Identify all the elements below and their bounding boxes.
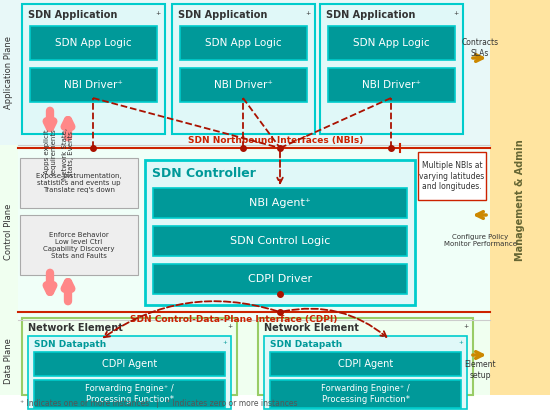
Text: CDPI Agent: CDPI Agent (102, 359, 157, 369)
Text: CDPI Driver: CDPI Driver (248, 274, 312, 284)
Bar (270, 352, 461, 376)
Bar (20, 215, 138, 275)
Text: SDN Application: SDN Application (28, 10, 117, 20)
Text: Network Element: Network Element (264, 323, 359, 333)
Text: SDN Application: SDN Application (178, 10, 267, 20)
Text: NBI Driver⁺: NBI Driver⁺ (64, 80, 123, 90)
Bar (145, 160, 415, 305)
Text: NBI Driver⁺: NBI Driver⁺ (214, 80, 273, 90)
Text: SDN Control Logic: SDN Control Logic (230, 236, 330, 246)
Text: CDPI Agent: CDPI Agent (338, 359, 393, 369)
Bar (320, 4, 463, 134)
Text: Control Plane: Control Plane (4, 204, 14, 260)
Text: Forwarding Engine⁺ /
Processing Function*: Forwarding Engine⁺ / Processing Function… (321, 384, 410, 404)
Text: Element
setup: Element setup (464, 360, 496, 380)
Bar (172, 4, 315, 134)
Bar (258, 318, 473, 395)
Bar (0, 320, 18, 402)
Text: ⁺: ⁺ (156, 11, 161, 21)
Bar (22, 318, 237, 395)
Text: ⁺: ⁺ (306, 11, 311, 21)
Text: ⁺ Indicates one or more instances   |   * Indicates zero or more instances: ⁺ Indicates one or more instances | * In… (20, 399, 298, 408)
Bar (180, 26, 307, 60)
Text: Expose Instrumentation,
statistics and events up
Translate req's down: Expose Instrumentation, statistics and e… (36, 173, 122, 193)
Text: NBI Agent⁺: NBI Agent⁺ (249, 198, 311, 208)
Bar (22, 4, 165, 134)
Text: SDN Datapath: SDN Datapath (34, 340, 106, 349)
Bar (28, 336, 231, 409)
Text: SDN App Logic: SDN App Logic (353, 38, 430, 48)
Text: ⁺: ⁺ (458, 340, 463, 349)
Text: SDN Controller: SDN Controller (152, 167, 256, 180)
Text: Configure Policy
Monitor Performance: Configure Policy Monitor Performance (443, 234, 516, 246)
Text: Management & Admin: Management & Admin (515, 139, 525, 261)
Bar (18, 320, 490, 395)
Bar (153, 264, 407, 294)
Text: Forwarding Engine⁺ /
Processing Function*: Forwarding Engine⁺ / Processing Function… (85, 384, 174, 404)
Text: ⁺: ⁺ (222, 340, 227, 349)
Bar (490, 0, 550, 395)
Bar (18, 0, 490, 145)
Bar (30, 26, 157, 60)
Text: Contracts
SLAs: Contracts SLAs (461, 38, 498, 58)
Text: Application Plane: Application Plane (4, 35, 14, 108)
Text: SDN Northbound Interfaces (NBIs): SDN Northbound Interfaces (NBIs) (188, 136, 364, 145)
Text: SDN Application: SDN Application (326, 10, 415, 20)
Bar (0, 395, 510, 412)
Bar (20, 158, 138, 208)
Text: Network State,
Stats, Events: Network State, Stats, Events (62, 128, 74, 180)
Bar (34, 352, 225, 376)
Bar (153, 188, 407, 218)
Bar (328, 68, 455, 102)
Text: Multiple NBIs at
varying latitudes
and longitudes.: Multiple NBIs at varying latitudes and l… (419, 161, 485, 191)
Text: NBI Driver⁺: NBI Driver⁺ (362, 80, 421, 90)
Text: SDN Control-Data-Plane Interface (CDPI): SDN Control-Data-Plane Interface (CDPI) (130, 315, 337, 324)
Bar (153, 226, 407, 256)
Text: SDN Datapath: SDN Datapath (270, 340, 342, 349)
Text: Enforce Behavior
Low level Ctrl
Capability Discovery
Stats and Faults: Enforce Behavior Low level Ctrl Capabili… (43, 232, 115, 258)
Bar (30, 68, 157, 102)
Bar (264, 336, 467, 409)
Bar (270, 380, 461, 408)
Text: ⁺: ⁺ (228, 324, 233, 334)
Text: Data Plane: Data Plane (4, 338, 14, 384)
Bar (418, 152, 486, 200)
Bar (180, 68, 307, 102)
Bar (328, 26, 455, 60)
Text: Network Element: Network Element (28, 323, 123, 333)
Text: SDN App Logic: SDN App Logic (205, 38, 282, 48)
Text: ⁺: ⁺ (454, 11, 459, 21)
Text: ⁺: ⁺ (464, 324, 469, 334)
Bar (0, 145, 18, 320)
Text: Apps explicit
requirements: Apps explicit requirements (43, 128, 57, 175)
Bar (34, 380, 225, 408)
Bar (18, 145, 490, 320)
Text: SDN App Logic: SDN App Logic (55, 38, 132, 48)
Bar (0, 0, 18, 145)
